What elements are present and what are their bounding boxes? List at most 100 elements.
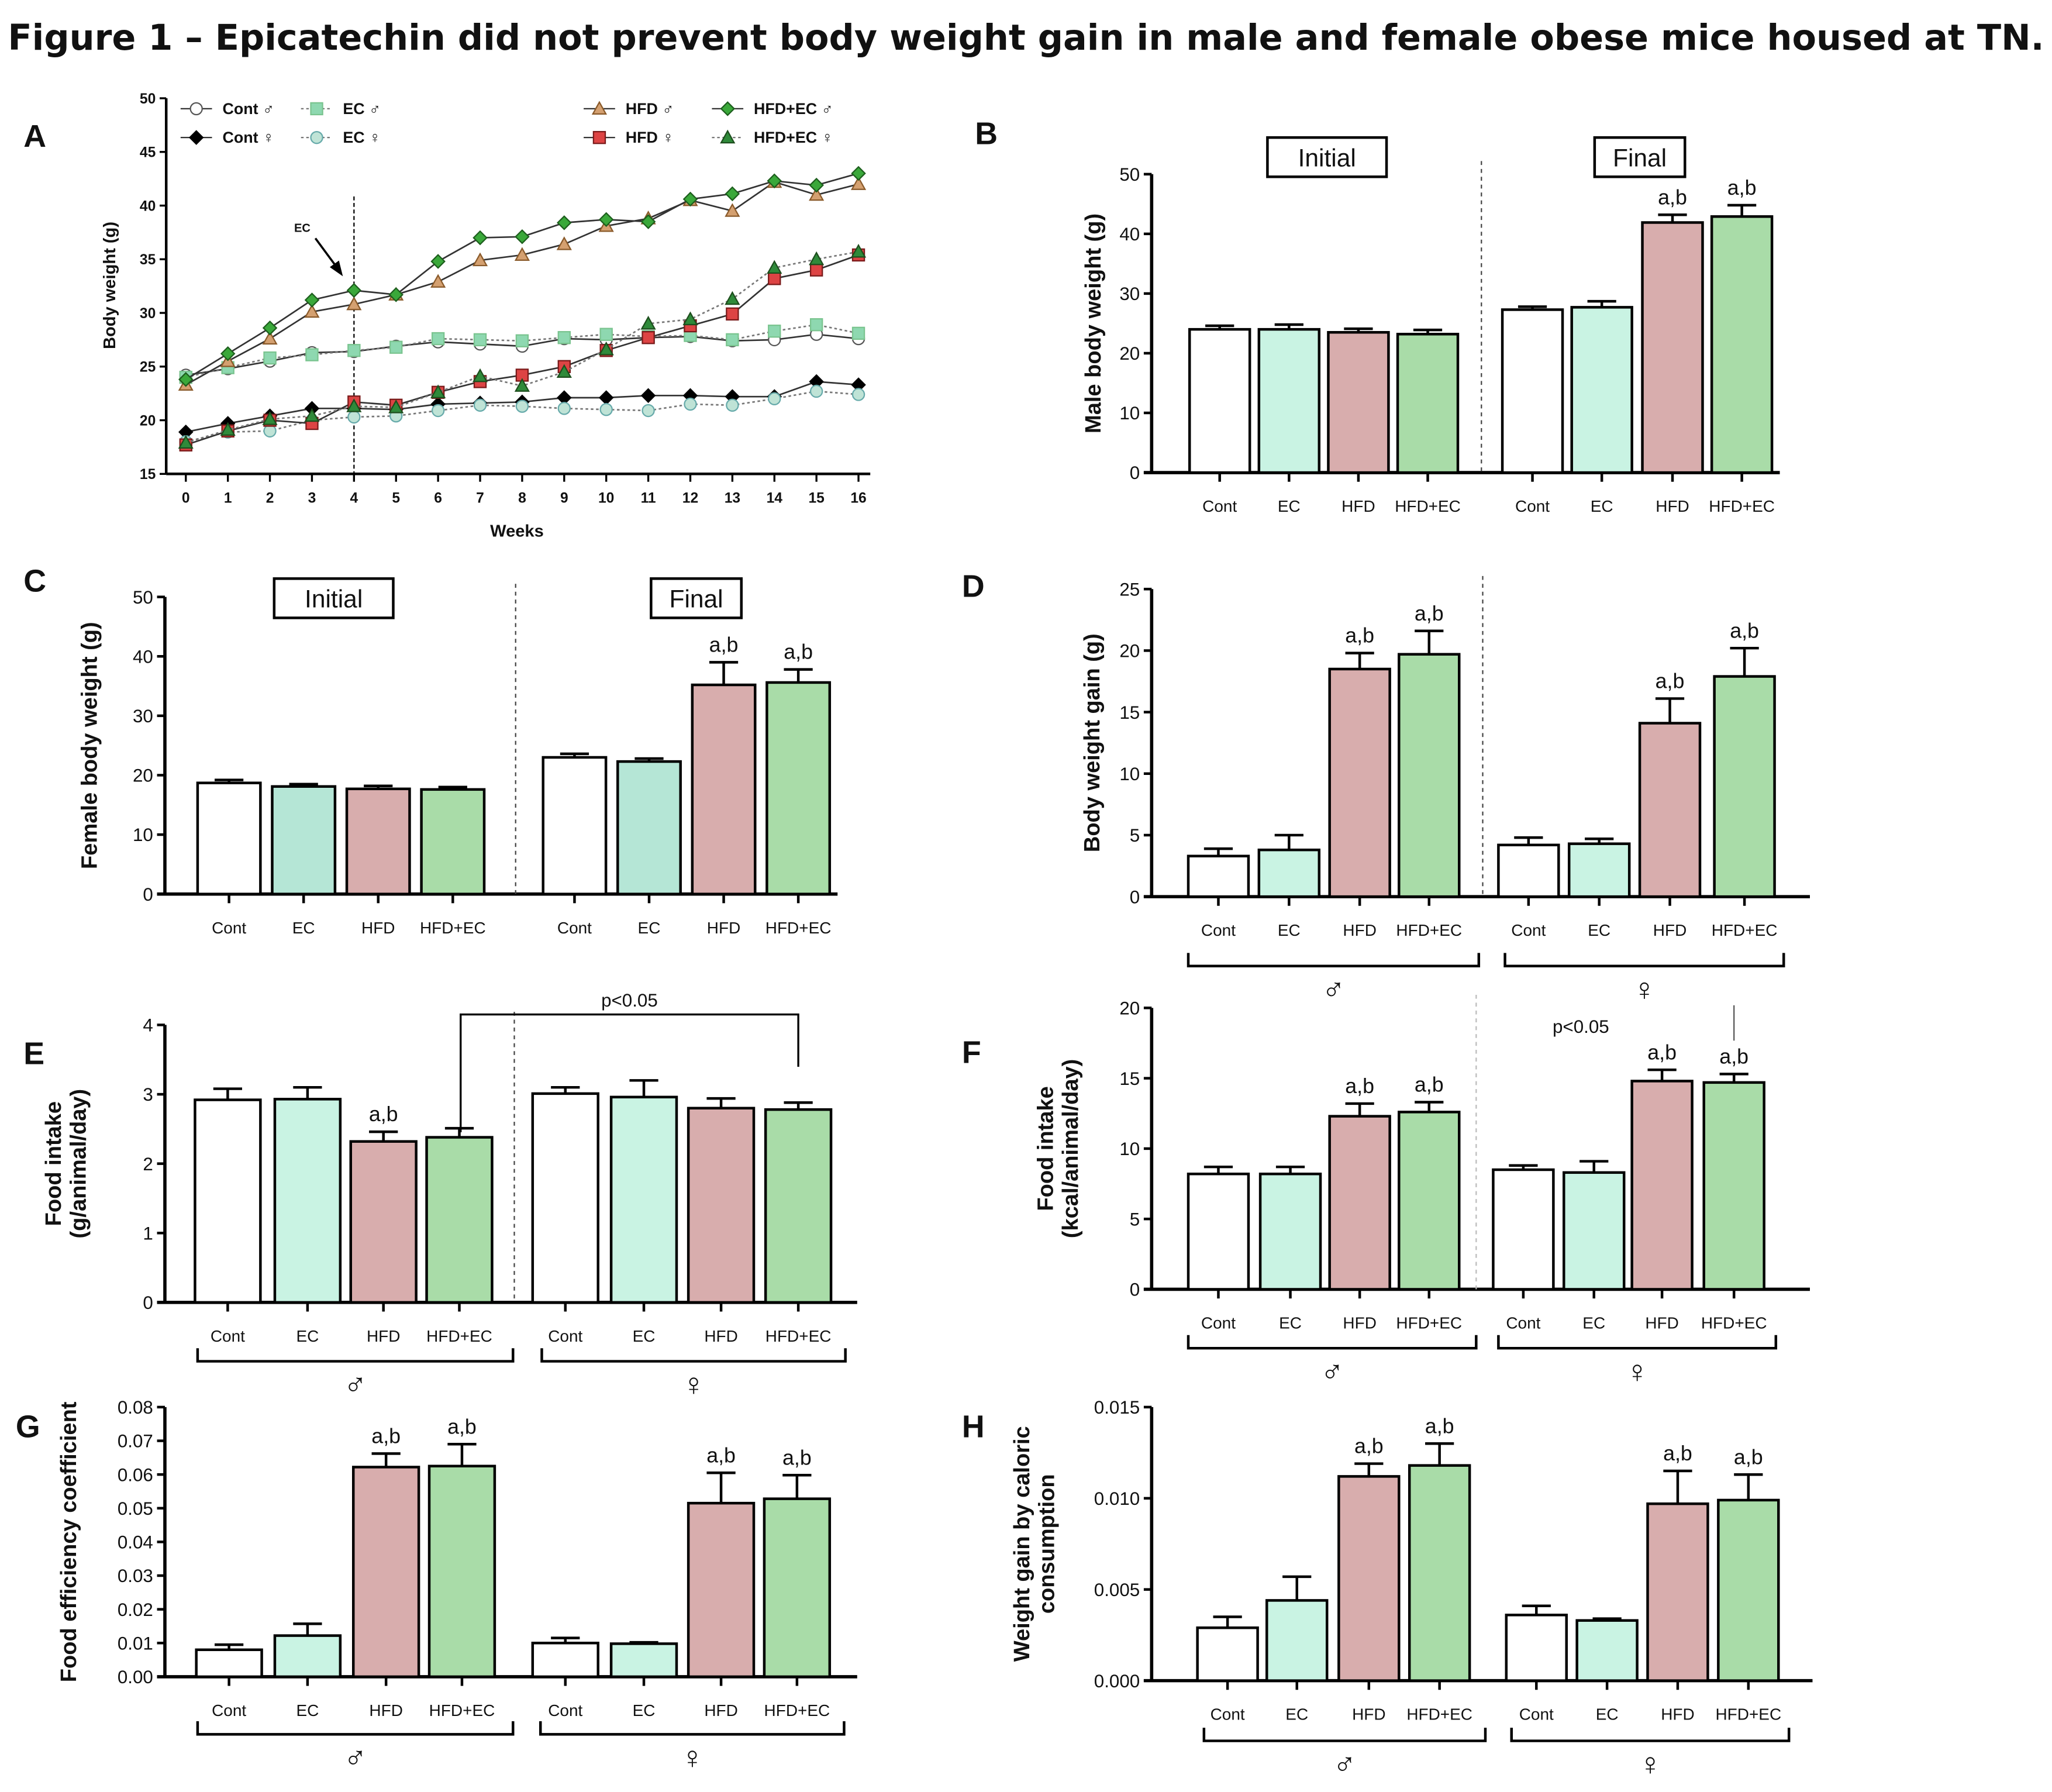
- bar-cont-2: Cont: [1501, 305, 1564, 515]
- data-point: [767, 173, 782, 189]
- data-point: [388, 287, 404, 302]
- y-tick-label: 2: [143, 1154, 153, 1174]
- significance-label: a,b: [706, 1443, 736, 1467]
- bar: [1563, 1171, 1626, 1291]
- x-tick-label: HFD: [369, 1701, 402, 1719]
- data-point: [726, 398, 739, 412]
- y-tick-label: 0: [1130, 463, 1140, 483]
- comparison-bracket: [460, 1013, 799, 1132]
- bar-ec-2: EC: [1563, 1160, 1626, 1332]
- bar: [345, 787, 411, 895]
- data-point: [682, 311, 698, 326]
- x-tick-label: 15: [808, 491, 824, 506]
- group-label: Final: [1613, 144, 1667, 172]
- bar: [425, 1136, 494, 1304]
- bar: [1710, 215, 1774, 474]
- group-bracket: [196, 1721, 515, 1736]
- x-tick-label: HFD: [1352, 1705, 1385, 1724]
- data-point: [262, 320, 278, 336]
- bar: [1257, 848, 1321, 898]
- x-tick-label: EC: [1278, 921, 1301, 939]
- series-4: [178, 174, 867, 391]
- bar-hfd-ec-1: a,b HFD+EC: [1396, 1073, 1462, 1332]
- annotation-arrow: [314, 237, 339, 269]
- x-tick-label: 12: [682, 491, 698, 506]
- legend-label: EC ♀: [343, 129, 381, 146]
- group-bracket: [1497, 1335, 1778, 1350]
- data-point: [473, 230, 488, 246]
- data-point: [189, 102, 203, 116]
- x-tick-label: HFD: [704, 1701, 737, 1719]
- bar-cont-1: Cont: [1187, 847, 1250, 939]
- panel-letter: H: [962, 1409, 985, 1444]
- data-point: [557, 215, 572, 230]
- data-point: [431, 404, 445, 418]
- y-tick-label: 15: [1119, 1069, 1140, 1089]
- data-point: [599, 402, 613, 416]
- y-tick-label: 10: [1119, 403, 1140, 423]
- group-label: Initial: [305, 586, 363, 614]
- bar: [427, 1464, 496, 1679]
- x-tick-label: Cont: [1201, 1314, 1236, 1332]
- significance-label: a,b: [1727, 176, 1757, 199]
- series-6: [178, 166, 866, 387]
- data-point: [592, 130, 606, 144]
- y-axis-label: (g/animal/day): [67, 1089, 91, 1239]
- bar: [542, 756, 608, 895]
- bar: [1327, 330, 1390, 474]
- y-tick-label: 50: [140, 91, 156, 107]
- figure-title: Figure 1 – Epicatechin did not prevent b…: [8, 18, 2044, 58]
- data-point: [642, 331, 655, 344]
- bar: [351, 1466, 420, 1679]
- bar: [194, 1098, 262, 1304]
- data-point: [178, 435, 194, 449]
- bar: [1187, 1172, 1250, 1291]
- y-axis-label: Female body weight (g): [78, 622, 102, 869]
- bar: [1713, 675, 1776, 898]
- x-tick-label: HFD: [704, 1327, 737, 1345]
- bar: [1196, 1626, 1259, 1682]
- bar-cont-1: Cont: [195, 1643, 263, 1719]
- bar-hfd-1: a,b HFD: [1337, 1435, 1401, 1724]
- y-tick-label: 25: [1119, 579, 1140, 599]
- y-tick-label: 20: [1119, 343, 1140, 364]
- x-tick-label: 16: [850, 491, 866, 506]
- bar: [763, 1497, 832, 1679]
- bar: [1638, 722, 1702, 898]
- x-tick-label: HFD+EC: [426, 1327, 492, 1345]
- data-point: [851, 326, 865, 340]
- x-tick-label: EC: [1596, 1705, 1619, 1724]
- group-label-box: [1593, 136, 1687, 178]
- data-point: [346, 296, 362, 311]
- y-tick-label: 0.01: [118, 1633, 153, 1653]
- data-point: [642, 404, 655, 418]
- significance-label: a,b: [371, 1425, 401, 1448]
- x-tick-label: HFD: [1645, 1314, 1678, 1332]
- bar-hfd-ec-1: a,b HFD+EC: [427, 1415, 496, 1719]
- legend-label: HFD ♂: [626, 100, 674, 118]
- y-tick-label: 30: [133, 706, 153, 726]
- x-tick-label: HFD+EC: [1395, 497, 1461, 515]
- x-tick-label: Cont: [1519, 1705, 1554, 1724]
- x-tick-label: HFD: [1661, 1705, 1694, 1724]
- significance-label: a,b: [369, 1102, 398, 1126]
- bar: [1505, 1614, 1568, 1682]
- x-tick-label: HFD: [1656, 497, 1689, 515]
- y-tick-label: 20: [133, 766, 153, 786]
- data-point: [389, 340, 403, 354]
- data-point: [305, 348, 319, 361]
- y-tick-label: 5: [1130, 825, 1140, 846]
- x-tick-label: 8: [518, 491, 526, 506]
- significance-label: a,b: [1656, 670, 1685, 693]
- group-label-box: [1266, 136, 1388, 178]
- y-tick-label: 0.03: [118, 1566, 153, 1586]
- data-point: [720, 129, 736, 144]
- y-tick-label: 0.06: [118, 1464, 153, 1485]
- significance-label: a,b: [1345, 1074, 1374, 1098]
- y-tick-label: 20: [140, 413, 156, 429]
- y-tick-label: 1: [143, 1223, 153, 1243]
- x-tick-label: HFD+EC: [1396, 1314, 1462, 1332]
- bar-hfd-2: a,b HFD: [1638, 670, 1702, 939]
- y-tick-label: 40: [1119, 224, 1140, 244]
- bar: [1702, 1081, 1765, 1291]
